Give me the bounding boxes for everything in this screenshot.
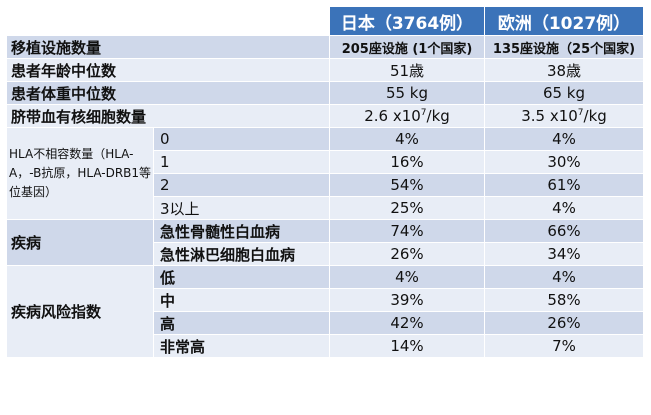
risk-group-label: 疾病风险指数 [6,265,154,358]
japan-base: 2.6 x10 [364,107,421,125]
table-row: 移植设施数量 205座设施 (1个国家) 135座设施（25个国家) [6,35,644,59]
europe-value: 135座设施（25个国家) [484,35,644,59]
japan-value: 4% [329,127,485,151]
europe-value: 4% [484,196,644,220]
europe-value: 66% [484,219,644,243]
row-label: 高 [153,311,330,335]
row-label: 脐带血有核细胞数量 [6,104,330,128]
europe-value: 3.5 x107/kg [484,104,644,128]
header-europe: 欧洲（1027例） [484,6,644,36]
japan-value: 74% [329,219,485,243]
row-label: 患者年龄中位数 [6,58,330,82]
row-label: 非常高 [153,334,330,358]
row-label: 患者体重中位数 [6,81,330,105]
europe-value: 26% [484,311,644,335]
japan-value: 14% [329,334,485,358]
japan-value: 51歳 [329,58,485,82]
europe-value: 61% [484,173,644,197]
row-label: 2 [153,173,330,197]
table-row: 中 39% 58% [7,288,644,312]
europe-value: 65 kg [484,81,644,105]
table-row: 脐带血有核细胞数量 2.6 x107/kg 3.5 x107/kg [6,104,644,128]
table-row: HLA不相容数量（HLA-A，-B抗原，HLA-DRB1等位基因） 0 4% 4… [6,127,644,220]
japan-value: 42% [329,311,485,335]
japan-value: 26% [329,242,485,266]
japan-value: 2.6 x107/kg [329,104,485,128]
row-label: 急性淋巴细胞白血病 [153,242,330,266]
europe-value: 34% [484,242,644,266]
table-row: 3以上 25% 4% [7,196,644,220]
japan-value: 54% [329,173,485,197]
europe-value: 4% [484,127,644,151]
table-row: 急性淋巴细胞白血病 26% 34% [7,242,644,266]
japan-value: 39% [329,288,485,312]
japan-value: 25% [329,196,485,220]
table-row: 疾病 急性骨髄性白血病 74% 66% [6,219,644,266]
row-label: 3以上 [153,196,330,220]
europe-unit: /kg [583,107,607,125]
header-blank [6,6,330,36]
table-row: 疾病风险指数 低 4% 4% [6,265,644,358]
table-row: 非常高 14% 7% [7,334,644,358]
row-label: 0 [153,127,330,151]
header-row: 日本（3764例） 欧洲（1027例） [6,6,644,36]
europe-value: 58% [484,288,644,312]
row-label: 低 [153,265,330,289]
hla-group-label: HLA不相容数量（HLA-A，-B抗原，HLA-DRB1等位基因） [6,127,154,220]
japan-value: 16% [329,150,485,174]
disease-group-label: 疾病 [6,219,154,266]
table-row: 1 16% 30% [7,150,644,174]
europe-base: 3.5 x10 [521,107,578,125]
row-label: 1 [153,150,330,174]
europe-value: 38歳 [484,58,644,82]
europe-value: 7% [484,334,644,358]
japan-value: 205座设施 (1个国家) [329,35,485,59]
row-label: 急性骨髄性白血病 [153,219,330,243]
table-row: 患者年龄中位数 51歳 38歳 [6,58,644,82]
europe-value: 30% [484,150,644,174]
japan-value: 4% [329,265,485,289]
europe-exponent: 7 [577,108,584,118]
japan-unit: /kg [426,107,450,125]
japan-exponent: 7 [420,108,427,118]
comparison-table: 日本（3764例） 欧洲（1027例） 移植设施数量 205座设施 (1个国家)… [6,6,644,358]
table-row: 患者体重中位数 55 kg 65 kg [6,81,644,105]
header-japan: 日本（3764例） [329,6,485,36]
europe-value: 4% [484,265,644,289]
row-label: 中 [153,288,330,312]
japan-value: 55 kg [329,81,485,105]
row-label: 移植设施数量 [6,35,330,59]
